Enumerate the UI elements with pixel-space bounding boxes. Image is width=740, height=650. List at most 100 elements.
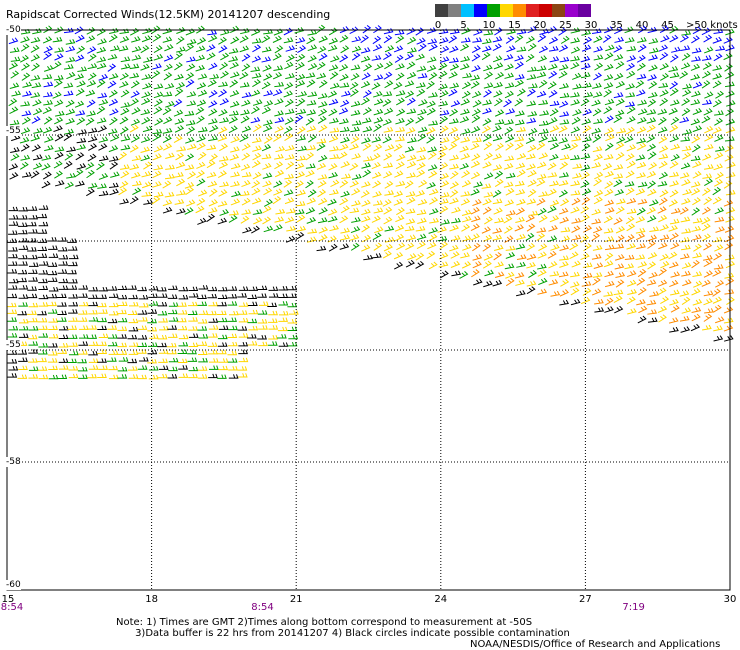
wind-barb bbox=[591, 28, 602, 35]
wind-barb bbox=[67, 334, 78, 339]
wind-barb bbox=[327, 198, 337, 206]
wind-barb bbox=[681, 178, 691, 186]
wind-barb bbox=[262, 205, 272, 214]
wind-barb bbox=[626, 106, 636, 114]
wind-barb bbox=[217, 200, 228, 207]
wind-barb bbox=[117, 294, 128, 300]
wind-barb bbox=[63, 64, 74, 70]
wind-barb bbox=[483, 152, 493, 161]
wind-barb bbox=[580, 252, 590, 261]
wind-barb bbox=[382, 135, 392, 144]
wind-barb bbox=[268, 335, 278, 340]
wind-barb bbox=[549, 125, 560, 133]
wind-barb bbox=[547, 81, 557, 90]
wind-barb bbox=[339, 143, 349, 151]
wind-barb bbox=[429, 188, 439, 196]
wind-barb bbox=[558, 64, 569, 71]
wind-barb bbox=[209, 73, 220, 80]
wind-barb bbox=[493, 62, 504, 70]
wind-barb bbox=[570, 206, 580, 214]
wind-barb bbox=[98, 172, 109, 180]
wind-barb bbox=[8, 215, 19, 220]
wind-barb bbox=[670, 99, 680, 106]
wind-barb bbox=[262, 162, 272, 170]
wind-barb bbox=[327, 90, 338, 98]
wind-barb bbox=[406, 196, 416, 205]
wind-barb bbox=[536, 173, 547, 180]
wind-barb bbox=[394, 54, 404, 63]
wind-barb bbox=[713, 335, 724, 342]
wind-barb bbox=[560, 35, 570, 44]
wind-barb bbox=[594, 171, 604, 180]
wind-barb bbox=[407, 253, 417, 261]
wind-barb bbox=[143, 56, 153, 63]
wind-barb bbox=[373, 123, 382, 133]
wind-barb bbox=[257, 293, 267, 298]
wind-barb bbox=[198, 310, 209, 315]
wind-barb bbox=[252, 44, 262, 53]
wind-barb bbox=[163, 143, 173, 151]
wind-barb bbox=[592, 91, 603, 98]
wind-barb bbox=[439, 172, 449, 180]
wind-barb bbox=[158, 358, 168, 363]
wind-barb bbox=[218, 155, 229, 162]
wind-barb bbox=[18, 206, 29, 212]
wind-barb bbox=[690, 323, 701, 332]
wind-barb bbox=[691, 187, 701, 196]
wind-barb bbox=[426, 250, 436, 260]
wind-barb bbox=[109, 155, 119, 162]
wind-barb bbox=[637, 99, 648, 106]
wind-barb bbox=[328, 37, 339, 45]
wind-barb bbox=[702, 62, 712, 70]
wind-barb bbox=[48, 253, 59, 258]
wind-barb bbox=[218, 161, 229, 169]
wind-barb bbox=[28, 326, 39, 331]
wind-barb bbox=[539, 110, 550, 116]
wind-barb bbox=[669, 72, 680, 79]
wind-barb bbox=[605, 44, 615, 52]
wind-barb bbox=[659, 25, 669, 34]
wind-barb bbox=[287, 293, 297, 298]
wind-barb bbox=[691, 47, 702, 54]
wind-barb bbox=[308, 62, 318, 71]
wind-barb bbox=[526, 163, 536, 171]
wind-barb bbox=[537, 269, 547, 277]
wind-barb bbox=[572, 163, 583, 169]
wind-barb bbox=[48, 351, 58, 356]
wind-barb bbox=[426, 181, 436, 189]
wind-barb bbox=[528, 270, 537, 279]
wind-barb bbox=[208, 62, 218, 71]
wind-barb bbox=[328, 208, 338, 216]
wind-barb bbox=[405, 90, 415, 99]
wind-barb bbox=[558, 189, 568, 198]
wind-barb bbox=[261, 143, 272, 152]
wind-barb bbox=[141, 35, 152, 43]
wind-barb bbox=[37, 229, 48, 234]
wind-barb bbox=[18, 215, 28, 220]
wind-barb bbox=[404, 80, 415, 87]
wind-barb bbox=[636, 207, 646, 216]
wind-barb bbox=[592, 82, 602, 89]
wind-barb bbox=[615, 109, 625, 117]
wind-barb bbox=[30, 170, 40, 179]
wind-barb bbox=[318, 108, 328, 117]
wind-barb bbox=[196, 161, 206, 169]
wind-barb bbox=[278, 342, 289, 347]
wind-barb bbox=[75, 180, 85, 187]
wind-barb bbox=[32, 107, 43, 116]
wind-barb bbox=[17, 222, 28, 227]
wind-barb bbox=[228, 48, 239, 54]
wind-barb bbox=[41, 154, 52, 161]
wind-barb bbox=[449, 45, 459, 53]
wind-barb bbox=[625, 126, 635, 135]
wind-barb bbox=[527, 43, 537, 52]
wind-barb bbox=[283, 126, 293, 134]
wind-barb bbox=[177, 358, 188, 364]
wind-barb bbox=[712, 296, 723, 304]
wind-barb bbox=[361, 137, 371, 144]
wind-barb bbox=[693, 243, 702, 252]
wind-barb bbox=[186, 56, 196, 63]
wind-barb bbox=[187, 310, 198, 315]
wind-barb bbox=[251, 160, 261, 168]
